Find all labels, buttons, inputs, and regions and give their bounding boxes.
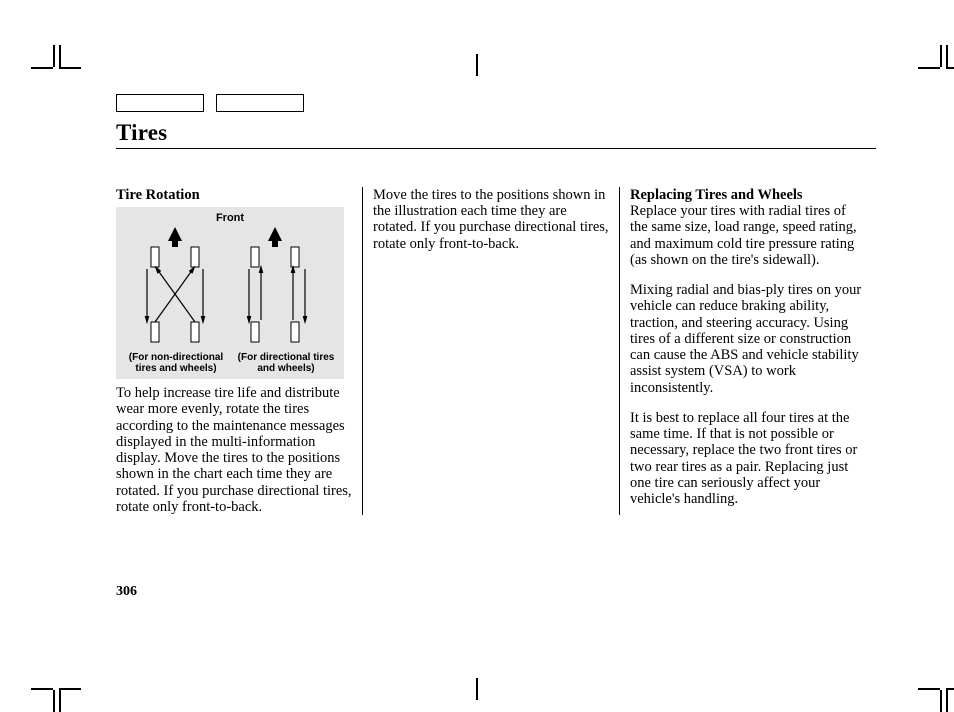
col3-p2: Mixing radial and bias-ply tires on your… [630, 282, 866, 396]
tire-rotation-figure: Front [116, 207, 344, 379]
columns: Tire Rotation Front [116, 187, 876, 515]
figure-caption-left: (For non-directional tires and wheels) [124, 353, 228, 374]
col3-p3: It is best to replace all four tires at … [630, 410, 866, 507]
column-1: Tire Rotation Front [116, 187, 362, 515]
figure-caption-right: (For directional tires and wheels) [236, 353, 336, 374]
col3-p1: Replace your tires with radial tires of … [630, 203, 866, 268]
page-number: 306 [116, 584, 137, 600]
column-2: Move the tires to the positions shown in… [362, 187, 619, 515]
column-3: Replacing Tires and Wheels Replace your … [619, 187, 876, 515]
page-content: Tires Tire Rotation Front [116, 92, 876, 515]
col2-body: Move the tires to the positions shown in… [373, 187, 609, 252]
col1-body: To help increase tire life and distribut… [116, 385, 352, 515]
page-title: Tires [116, 120, 167, 145]
col1-subhead: Tire Rotation [116, 187, 352, 203]
col3-subhead: Replacing Tires and Wheels [630, 187, 803, 203]
